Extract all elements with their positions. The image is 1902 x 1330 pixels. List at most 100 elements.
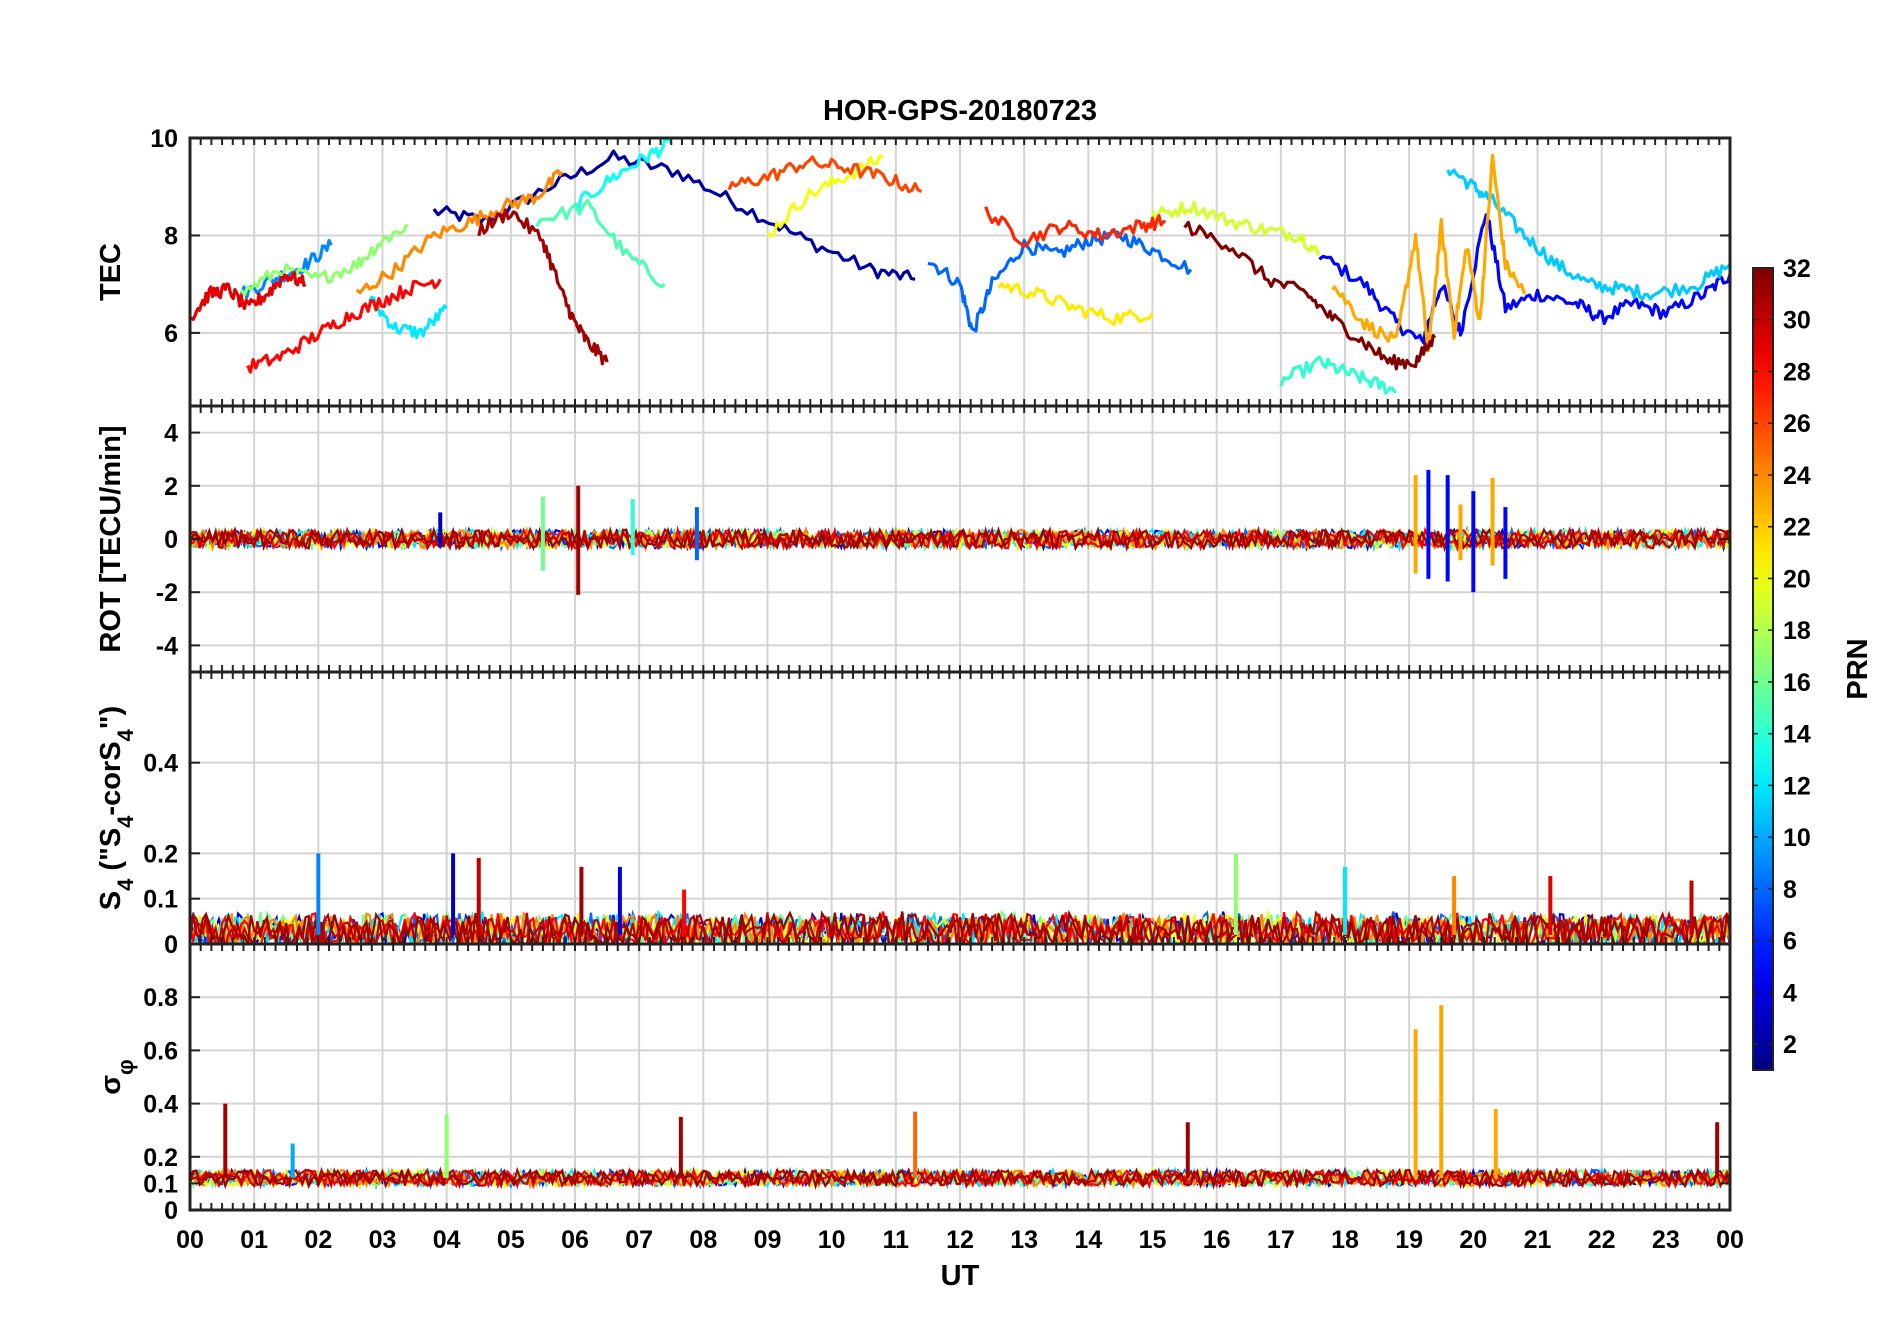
x-tick-label: 08	[689, 1226, 717, 1254]
series-line-prn-31	[477, 208, 609, 366]
colorbar-tick-label: 4	[1783, 979, 1797, 1007]
series-line-prn-19	[1150, 200, 1321, 257]
x-axis-label: UT	[941, 1260, 980, 1292]
x-tick-label: 21	[1524, 1226, 1552, 1254]
panel-3: 0 0.1 0.2 0.4S4 ("S4-corS4")	[95, 670, 1732, 959]
y-tick-label: -4	[156, 632, 178, 660]
x-tick-label: 06	[561, 1226, 589, 1254]
y-tick-label: 4	[164, 420, 178, 448]
y-axis-label: ROT [TECU/min]	[95, 425, 127, 652]
y-axis-label: S4 ("S4-corS4")	[95, 706, 138, 910]
y-tick-label: 0	[164, 1197, 178, 1225]
colorbar-tick-label: 12	[1783, 772, 1811, 800]
x-tick-label: 17	[1267, 1226, 1295, 1254]
series-line-prn-8	[927, 228, 1193, 333]
x-tick-label: 15	[1139, 1226, 1167, 1254]
y-tick-label: 0.4	[143, 750, 178, 778]
x-tick-label: 23	[1652, 1226, 1680, 1254]
colorbar-tick-label: 2	[1783, 1031, 1797, 1059]
x-tick-label: 01	[240, 1226, 268, 1254]
series-line-prn-21	[997, 282, 1154, 327]
panel-4: 00.10.2 0.4 0.6 0.8 σφ	[95, 942, 1732, 1225]
series-line-prn-15	[535, 198, 666, 289]
y-tick-label: 2	[164, 473, 178, 501]
series-line-prn-29	[190, 270, 307, 321]
chart-title: HOR-GPS-20180723	[823, 95, 1097, 127]
y-tick-label: 0.4	[143, 1091, 178, 1119]
x-tick-label: 13	[1010, 1226, 1038, 1254]
series-line-prn-13	[573, 138, 673, 212]
colorbar-tick-label: 8	[1783, 876, 1797, 904]
colorbar-tick-label: 18	[1783, 617, 1811, 645]
y-tick-label: 0	[164, 526, 178, 554]
x-axis-ticks: 00 01 02 03 04 05 06 07 08 09 10 11 12 13 14 15 16 17 18 19…	[176, 1226, 1744, 1254]
colorbar-tick-label: 22	[1783, 514, 1811, 542]
grid-lines	[190, 138, 1730, 406]
panel-1: 6 8 10 TEC	[95, 125, 1732, 408]
colorbar-tick-label: 20	[1783, 565, 1811, 593]
plot-area	[190, 1005, 1730, 1191]
x-tick-label: 19	[1395, 1226, 1423, 1254]
colorbar-tick-label: 28	[1783, 358, 1811, 386]
x-tick-label: 18	[1331, 1226, 1359, 1254]
series-line-prn-12	[368, 295, 448, 340]
panel-2: -4 -2 0 2 4 ROT [TECU/min]	[95, 404, 1732, 674]
y-tick-label: 0.6	[143, 1037, 178, 1065]
y-tick-label: 0.2	[143, 840, 178, 868]
y-tick-label: 0.8	[143, 984, 178, 1012]
series-line-prn-9	[239, 238, 333, 300]
x-tick-label: 14	[1074, 1226, 1102, 1254]
series-line-prn-26	[727, 155, 923, 194]
y-tick-label: 10	[150, 125, 178, 153]
colorbar-label: PRN	[1842, 638, 1874, 699]
series-line-prn-27	[984, 206, 1167, 248]
plot-area	[190, 469, 1730, 595]
series-line-prn-32	[1183, 220, 1437, 371]
y-tick-label: -2	[156, 579, 178, 607]
y-axis-label: TEC	[95, 243, 127, 301]
colorbar-tick-label: 24	[1783, 462, 1811, 490]
series-line-prn-5	[1318, 213, 1730, 345]
colorbar-tick-label: 16	[1783, 669, 1811, 697]
y-axis-label: σφ	[95, 1059, 138, 1095]
x-tick-label: 20	[1459, 1226, 1487, 1254]
y-tick-label: 6	[164, 320, 178, 348]
x-tick-label: 22	[1588, 1226, 1616, 1254]
series-line-prn-24	[355, 169, 564, 295]
x-tick-label: 07	[625, 1226, 653, 1254]
y-tick-label: 0	[164, 931, 178, 959]
minor-ticks	[189, 944, 1731, 1210]
x-tick-label: 03	[369, 1226, 397, 1254]
x-tick-label: 02	[304, 1226, 332, 1254]
y-tick-label: 0.2	[143, 1144, 178, 1172]
colorbar-tick-label: 26	[1783, 410, 1811, 438]
x-tick-label: 00	[176, 1226, 204, 1254]
series-line-prn-28	[246, 278, 442, 374]
colorbar-gradient	[1752, 267, 1774, 1071]
colorbar-tick-label: 10	[1783, 824, 1811, 852]
y-tick-label: 0.1	[143, 1170, 178, 1198]
series-line-prn-14	[1279, 355, 1397, 395]
x-tick-label: 11	[883, 1226, 910, 1254]
colorbar-tick-label: 30	[1783, 307, 1811, 335]
series-line-prn-11	[1446, 168, 1730, 301]
x-tick-label: 05	[497, 1226, 525, 1254]
series-line-prn-17	[239, 224, 409, 297]
plot-area	[190, 138, 1730, 395]
y-tick-label: 0.1	[143, 886, 178, 914]
x-tick-label: 09	[754, 1226, 782, 1254]
colorbar-tick-label: 14	[1783, 721, 1811, 749]
series-line-prn-23	[1331, 153, 1527, 353]
y-tick-label: 8	[164, 222, 178, 250]
colorbar-tick-label: 6	[1783, 928, 1797, 956]
trace-prn-30	[190, 910, 1730, 944]
x-tick-label: 04	[433, 1226, 461, 1254]
x-tick-label: 00	[1716, 1226, 1744, 1254]
x-tick-label: 12	[946, 1226, 974, 1254]
x-tick-label: 16	[1203, 1226, 1231, 1254]
colorbar-tick-label: 32	[1783, 255, 1811, 283]
grid-lines	[190, 672, 1730, 944]
